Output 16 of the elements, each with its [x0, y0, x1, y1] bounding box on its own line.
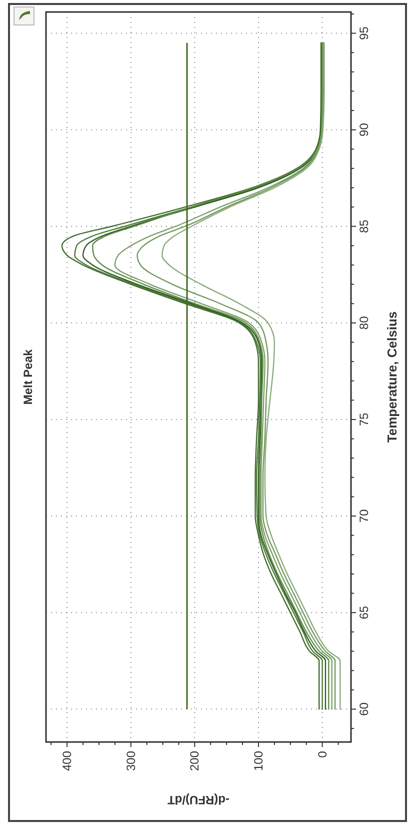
text: Melt Peak	[21, 348, 35, 405]
x-axis-title: -d(RFU)/dT	[166, 793, 230, 807]
x-tick-label: 300	[124, 750, 138, 772]
y-tick-label: 75	[357, 412, 371, 426]
y-tick-label: 80	[357, 316, 371, 330]
x-tick-label: 0	[315, 750, 330, 758]
y-tick-label: 95	[357, 26, 371, 40]
x-tick-label: 100	[251, 750, 266, 772]
x-tick-label: 400	[60, 750, 74, 772]
y-tick-label: 90	[357, 122, 371, 136]
y-tick-label: 65	[357, 606, 371, 620]
y-axis-title: Temperature, Celsius	[384, 311, 400, 443]
y-tick-label: 60	[357, 702, 371, 716]
x-tick-label: 200	[188, 750, 202, 772]
y-tick-label: 70	[357, 509, 371, 523]
y-tick-label: 85	[357, 219, 371, 234]
